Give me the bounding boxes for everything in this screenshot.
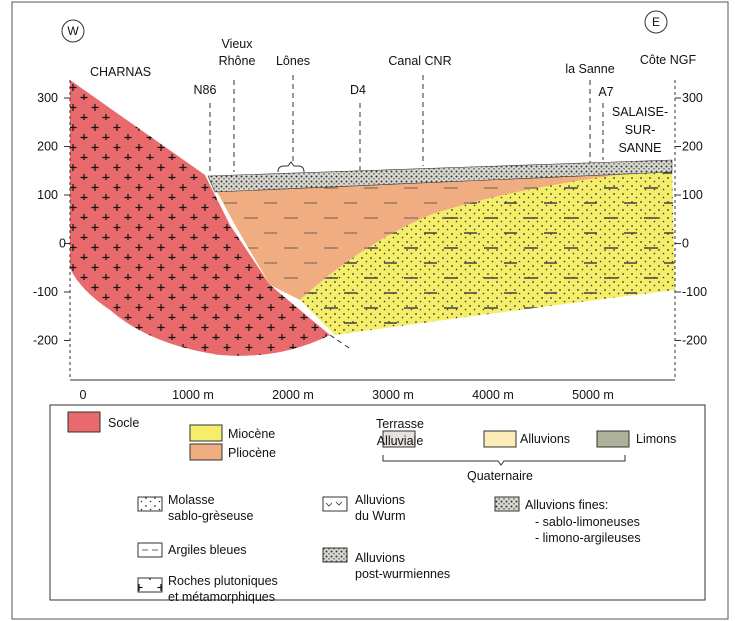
markers [210,75,603,172]
west-label: W [67,24,79,38]
place: CHARNAS [90,65,151,79]
y-tick-label: 0 [682,237,689,251]
legend-label: Quaternaire [467,469,533,483]
place: SUR- [625,123,656,137]
y-tick-label: 100 [37,188,58,202]
legend-label: Alluvions [355,551,405,565]
y-tick-label: -100 [682,285,707,299]
place: N86 [194,83,217,97]
place: Vieux [221,37,253,51]
legend-label: Alluvions [355,493,405,507]
y-tick-label: -100 [33,285,58,299]
x-tick-label: 2000 m [272,388,314,402]
y-tick-label: 300 [37,91,58,105]
legend-label: du Wurm [355,509,405,523]
legend-label: et métamorphiques [168,590,275,604]
legend-label: sablo-grèseuse [168,509,254,523]
legend-label: Miocène [228,427,275,441]
legend-label: Roches plutoniques [168,574,278,588]
legend-label: Molasse [168,493,215,507]
legend-label: - sablo-limoneuses [535,515,640,529]
legend-label: Alluviale [377,434,424,448]
y-tick-label: 300 [682,91,703,105]
y-tick-label: 200 [37,140,58,154]
place: Rhône [219,54,256,68]
lones-brace [278,162,304,172]
x-tick-label: 0 [80,388,87,402]
place: Canal CNR [388,54,451,68]
place: Lônes [276,54,310,68]
y-tick-label: 100 [682,188,703,202]
place: SANNE [618,141,661,155]
legend-label: Alluvions fines: [525,498,608,512]
place: A7 [598,85,613,99]
y-tick-label: 200 [682,140,703,154]
legend-label: - limono-argileuses [535,531,641,545]
legend-label: post-wurmiennes [355,567,450,581]
y-tick-label: 0 [59,237,66,251]
place: la Sanne [565,62,614,76]
fault [330,335,352,350]
legend-label: Socle [108,416,139,430]
x-tick-label: 1000 m [172,388,214,402]
legend-label: Pliocène [228,446,276,460]
y-tick-label: -200 [33,334,58,348]
place: SALAISE- [612,105,668,119]
east-label: E [652,15,660,29]
page: 300 300 200 200 100 100 0 0 -100 -100 -200 -200 0 100… [0,0,737,621]
legend-label: Terrasse [376,417,424,431]
place: D4 [350,83,366,97]
cross-section: 300 300 200 200 100 100 0 0 -100 -100 -200 -200 0 100… [0,0,737,621]
elevation-label: Côte NGF [640,53,697,67]
legend-label: Alluvions [520,432,570,446]
x-tick-label: 5000 m [572,388,614,402]
x-tick-label: 3000 m [372,388,414,402]
y-tick-label: -200 [682,334,707,348]
legend-label: Limons [636,432,676,446]
x-tick-label: 4000 m [472,388,514,402]
legend-label: Argiles bleues [168,543,247,557]
